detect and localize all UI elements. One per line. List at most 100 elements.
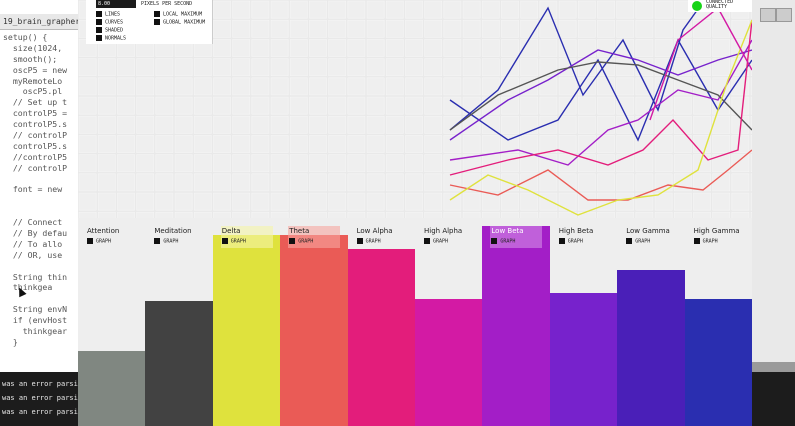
grid-cell bbox=[232, 135, 251, 153]
toolbar-button[interactable] bbox=[760, 8, 776, 22]
grid-cell bbox=[385, 135, 404, 153]
graph-series-line bbox=[449, 19, 752, 216]
grid-cell bbox=[193, 77, 212, 96]
code-text[interactable]: setup() { size(1024, smooth(); oscP5 = n… bbox=[0, 32, 83, 362]
grid-cell bbox=[78, 192, 97, 211]
graph-toggle[interactable]: GRAPH bbox=[87, 238, 111, 246]
checkbox-icon[interactable] bbox=[154, 238, 161, 244]
graph-toggle[interactable]: GRAPH bbox=[693, 238, 718, 246]
grid-cell bbox=[270, 115, 289, 134]
status-indicator-icon bbox=[692, 1, 702, 11]
grid-cell bbox=[385, 173, 404, 192]
console-line: was an error parsing bbox=[2, 408, 87, 416]
checkbox-icon[interactable] bbox=[356, 238, 363, 244]
checkbox-icon[interactable] bbox=[154, 11, 160, 17]
band-bar bbox=[212, 234, 281, 426]
graph-series-line bbox=[449, 1, 704, 131]
checkbox-icon[interactable] bbox=[491, 238, 498, 244]
checkbox-icon[interactable] bbox=[96, 19, 102, 25]
graph-toggle[interactable]: GRAPH bbox=[356, 238, 381, 246]
grid-cell bbox=[597, 211, 615, 218]
code-line: controlP5.s bbox=[3, 119, 68, 130]
graph-toggle-label: GRAPH bbox=[702, 238, 718, 245]
checkbox-icon[interactable] bbox=[693, 238, 700, 244]
grid-cell bbox=[270, 96, 289, 115]
checkbox-icon[interactable] bbox=[221, 238, 228, 244]
grid-cell bbox=[213, 211, 231, 218]
grid-cell bbox=[347, 77, 366, 96]
code-line: oscP5 = new bbox=[3, 64, 68, 75]
render-option[interactable]: NORMALS bbox=[96, 35, 126, 43]
grid-cell bbox=[520, 192, 539, 211]
grid-cell bbox=[289, 115, 308, 134]
editor-scrollbar[interactable] bbox=[752, 362, 795, 372]
grid-cell bbox=[251, 96, 270, 115]
grid-cell bbox=[597, 39, 615, 57]
render-option[interactable]: LINES bbox=[96, 11, 120, 19]
grid-cell bbox=[366, 19, 385, 38]
code-line: myRemoteLo bbox=[3, 75, 63, 86]
band-bar bbox=[280, 234, 348, 426]
graph-toggle[interactable]: GRAPH bbox=[558, 238, 583, 246]
option-label: GLOBAL MAXIMUM bbox=[163, 19, 206, 26]
grid-cell bbox=[347, 39, 366, 57]
graph-toggle[interactable]: GRAPH bbox=[289, 238, 313, 246]
graph-toggle[interactable]: GRAPH bbox=[424, 238, 448, 246]
grid-cell bbox=[424, 154, 443, 173]
grid-cell bbox=[78, 173, 97, 192]
grid-cell bbox=[193, 135, 212, 153]
brain-grapher-window: 8.00 PIXELS PER SECOND LINES CURVES SHADED… bbox=[78, 0, 752, 426]
grid-cell bbox=[309, 96, 327, 115]
checkbox-icon[interactable] bbox=[87, 238, 93, 244]
code-line: thinkgear bbox=[3, 326, 68, 337]
grid-cell bbox=[155, 77, 174, 96]
code-line: oscP5.pl bbox=[3, 86, 63, 97]
checkbox-icon[interactable] bbox=[626, 238, 633, 244]
pixels-per-second-field[interactable]: 8.00 bbox=[96, 0, 136, 8]
band-label: Attention bbox=[87, 227, 120, 235]
grid-cell bbox=[577, 173, 596, 192]
grid-cell bbox=[328, 0, 347, 19]
scale-option[interactable]: LOCAL MAXIMUM bbox=[154, 11, 202, 19]
grid-cell bbox=[750, 39, 752, 57]
grid-cell bbox=[712, 211, 731, 218]
grid-cell bbox=[443, 0, 462, 19]
grid-cell bbox=[347, 19, 366, 38]
checkbox-icon[interactable] bbox=[154, 19, 160, 25]
grid-cell bbox=[673, 135, 692, 153]
grid-cell bbox=[213, 115, 231, 134]
graph-toggle[interactable]: GRAPH bbox=[491, 238, 515, 246]
grid-cell bbox=[558, 115, 577, 134]
band-bar bbox=[415, 299, 483, 426]
scale-option[interactable]: GLOBAL MAXIMUM bbox=[154, 19, 205, 27]
code-line bbox=[3, 195, 83, 206]
checkbox-icon[interactable] bbox=[289, 238, 296, 244]
graph-toggle[interactable]: GRAPH bbox=[154, 238, 178, 246]
grid-cell bbox=[213, 19, 231, 38]
band-bar bbox=[78, 351, 146, 426]
checkbox-icon[interactable] bbox=[96, 35, 102, 41]
checkbox-icon[interactable] bbox=[96, 11, 102, 17]
checkbox-icon[interactable] bbox=[424, 238, 430, 244]
graph-toggle-label: GRAPH bbox=[433, 238, 449, 245]
checkbox-icon[interactable] bbox=[96, 27, 102, 33]
graph-toggle[interactable]: GRAPH bbox=[221, 238, 246, 246]
grid-cell bbox=[731, 211, 750, 218]
grid-cell bbox=[462, 154, 481, 173]
graph-toggle[interactable]: GRAPH bbox=[626, 238, 650, 246]
grid-cell bbox=[232, 58, 251, 77]
band-label: Meditation bbox=[154, 227, 192, 235]
editor-tab[interactable]: 19_brain_grapher bbox=[0, 14, 80, 30]
grid-cell bbox=[366, 39, 385, 57]
grid-cell bbox=[731, 154, 750, 173]
grid-cell bbox=[117, 154, 135, 173]
grid-cell bbox=[97, 135, 116, 153]
grid-cell bbox=[616, 19, 635, 38]
render-option[interactable]: SHADED bbox=[96, 27, 123, 35]
render-option[interactable]: CURVES bbox=[96, 19, 123, 27]
toolbar-button[interactable] bbox=[776, 8, 792, 22]
grid-cell bbox=[462, 77, 481, 96]
checkbox-icon[interactable] bbox=[558, 238, 565, 244]
code-line: // Set up t bbox=[3, 97, 68, 108]
grid-cell bbox=[366, 211, 385, 218]
